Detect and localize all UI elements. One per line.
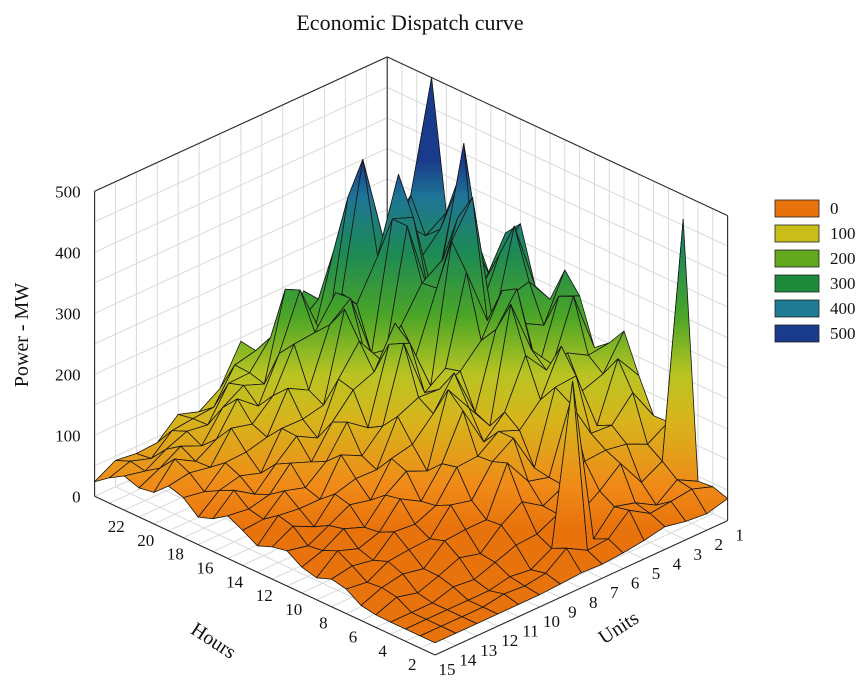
unit-tick-label: 9 <box>568 602 577 621</box>
unit-tick-label: 14 <box>459 650 477 669</box>
unit-tick-label: 5 <box>652 564 661 583</box>
hour-tick-label: 10 <box>285 600 302 619</box>
legend: 0 100 200 300 400 500 <box>774 199 856 343</box>
x-axis-label: Hours <box>187 618 240 663</box>
legend-label: 300 <box>830 274 856 293</box>
hour-tick-label: 8 <box>319 614 328 633</box>
unit-tick-label: 10 <box>543 612 560 631</box>
legend-swatch <box>774 249 820 268</box>
z-tick-label: 500 <box>55 182 81 201</box>
y-axis-label: Units <box>595 607 644 649</box>
hour-tick-label: 22 <box>108 517 125 536</box>
unit-tick-label: 11 <box>522 622 538 641</box>
legend-swatch <box>774 274 820 293</box>
surface-layer <box>94 77 728 644</box>
hour-tick-label: 6 <box>349 628 358 647</box>
unit-tick-label: 4 <box>673 554 682 573</box>
legend-label: 400 <box>830 299 856 318</box>
z-tick-label: 100 <box>55 426 81 445</box>
hour-tick-label: 14 <box>226 572 244 591</box>
unit-tick-label: 3 <box>694 545 703 564</box>
unit-tick-label: 6 <box>631 574 640 593</box>
legend-label: 200 <box>830 249 856 268</box>
z-axis-label: Power - MW <box>11 283 33 388</box>
legend-label: 100 <box>830 224 856 243</box>
hour-tick-label: 4 <box>378 641 387 660</box>
surface-cell <box>419 625 457 644</box>
z-tick-label: 400 <box>55 243 81 262</box>
hour-tick-label: 20 <box>137 531 154 550</box>
legend-swatch <box>774 224 820 243</box>
legend-swatch <box>774 299 820 318</box>
hour-tick-label: 16 <box>197 559 214 578</box>
legend-swatch <box>774 199 820 218</box>
unit-tick-label: 8 <box>589 593 598 612</box>
unit-tick-label: 15 <box>439 660 456 679</box>
z-tick-label: 0 <box>72 487 81 506</box>
hour-tick-label: 2 <box>408 655 417 674</box>
unit-tick-label: 2 <box>714 535 723 554</box>
unit-tick-label: 13 <box>480 641 497 660</box>
legend-label: 500 <box>830 324 856 343</box>
unit-tick-label: 12 <box>501 631 518 650</box>
hour-tick-label: 18 <box>167 545 184 564</box>
unit-tick-label: 7 <box>610 583 619 602</box>
z-tick-label: 300 <box>55 304 81 323</box>
z-tick-label: 200 <box>55 365 81 384</box>
unit-tick-label: 1 <box>735 526 744 545</box>
chart-title: Economic Dispatch curve <box>296 10 523 35</box>
legend-label: 0 <box>830 199 839 218</box>
surface-cell <box>661 218 699 482</box>
legend-swatch <box>774 324 820 343</box>
hour-tick-label: 12 <box>256 586 273 605</box>
